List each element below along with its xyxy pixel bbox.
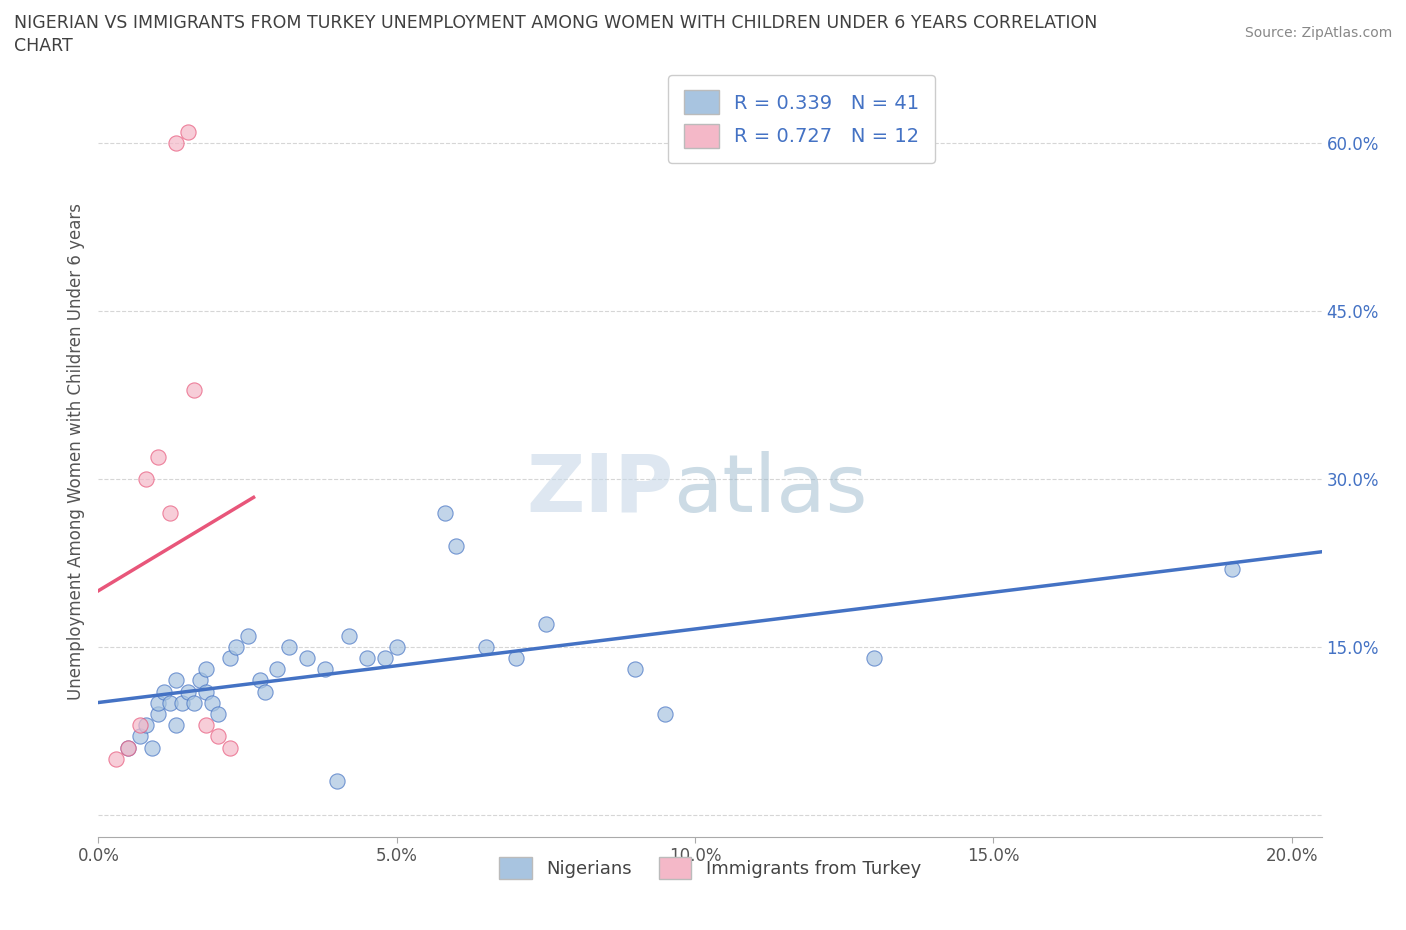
Point [505,651,527,666]
Point [314,662,336,677]
Point [356,651,378,666]
Point [146,449,169,464]
Point [117,740,139,755]
Point [146,707,169,722]
Point [135,718,157,733]
Point [326,774,349,789]
Point [129,718,152,733]
Point [218,740,240,755]
Point [105,751,128,766]
Point [159,505,181,520]
Text: CHART: CHART [14,37,73,55]
Point [225,640,247,655]
Point [654,707,676,722]
Y-axis label: Unemployment Among Women with Children Under 6 years: Unemployment Among Women with Children U… [66,203,84,699]
Point [165,673,187,688]
Text: Source: ZipAtlas.com: Source: ZipAtlas.com [1244,26,1392,40]
Point [177,684,200,699]
Point [254,684,277,699]
Point [534,617,557,631]
Point [207,707,229,722]
Point [165,718,187,733]
Point [385,640,408,655]
Point [475,640,498,655]
Point [129,729,152,744]
Point [177,125,200,140]
Point [1220,561,1243,576]
Point [337,628,360,643]
Point [194,662,217,677]
Point [249,673,271,688]
Point [159,696,181,711]
Point [135,472,157,486]
Point [117,740,139,755]
Point [446,538,468,553]
Point [266,662,288,677]
Point [141,740,163,755]
Point [863,651,886,666]
Point [433,505,456,520]
Point [183,696,205,711]
Point [218,651,240,666]
Point [236,628,259,643]
Point [194,718,217,733]
Text: ZIP: ZIP [526,451,673,528]
Point [201,696,224,711]
Point [194,684,217,699]
Point [165,136,187,151]
Point [297,651,319,666]
Text: atlas: atlas [673,451,868,528]
Text: NIGERIAN VS IMMIGRANTS FROM TURKEY UNEMPLOYMENT AMONG WOMEN WITH CHILDREN UNDER : NIGERIAN VS IMMIGRANTS FROM TURKEY UNEMP… [14,14,1098,32]
Point [278,640,301,655]
Legend: Nigerians, Immigrants from Turkey: Nigerians, Immigrants from Turkey [492,849,928,886]
Point [153,684,176,699]
Point [374,651,396,666]
Point [146,696,169,711]
Point [207,729,229,744]
Point [183,382,205,397]
Point [624,662,647,677]
Point [188,673,211,688]
Point [170,696,193,711]
